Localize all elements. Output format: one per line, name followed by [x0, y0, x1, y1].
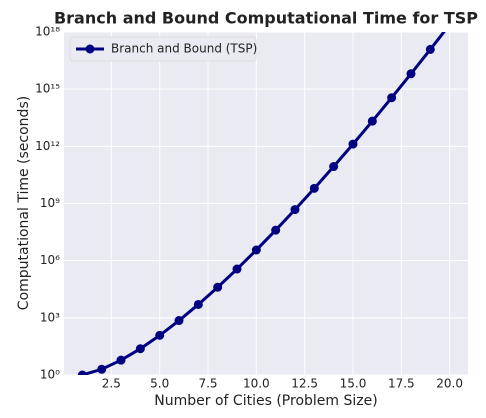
- marker: [174, 316, 184, 326]
- x-tick-label: 10.0: [243, 377, 270, 391]
- y-tick-label: 10¹⁵: [35, 82, 60, 96]
- y-tick-label: 10⁹: [40, 196, 60, 210]
- x-tick-label: 17.5: [388, 377, 415, 391]
- marker: [232, 264, 242, 274]
- marker: [406, 69, 416, 79]
- y-tick-label: 10¹⁸: [35, 25, 60, 39]
- marker: [367, 116, 377, 126]
- marker: [251, 245, 261, 255]
- x-tick-label: 12.5: [291, 377, 318, 391]
- x-tick-label: 2.5: [102, 377, 121, 391]
- y-tick-label: 10⁶: [40, 253, 60, 267]
- legend: Branch and Bound (TSP): [69, 36, 257, 62]
- marker: [329, 162, 339, 172]
- marker: [387, 93, 397, 103]
- marker: [213, 282, 223, 292]
- marker: [155, 330, 165, 340]
- marker: [271, 225, 281, 235]
- y-axis-label: Computational Time (seconds): [16, 96, 32, 310]
- y-tick-label: 10³: [40, 310, 60, 324]
- marker: [77, 370, 87, 375]
- legend-label: Branch and Bound (TSP): [111, 42, 257, 56]
- marker: [348, 139, 358, 149]
- marker: [193, 299, 203, 309]
- marker: [290, 205, 300, 215]
- marker: [97, 364, 107, 374]
- marker: [116, 355, 126, 365]
- y-tick-label: 10⁰: [40, 368, 60, 382]
- legend-box: [69, 36, 257, 62]
- marker: [309, 183, 319, 193]
- x-axis-label: Number of Cities (Problem Size): [154, 393, 377, 409]
- x-tick-label: 20.0: [436, 377, 463, 391]
- x-tick-label: 15.0: [340, 377, 367, 391]
- chart-title: Branch and Bound Computational Time for …: [54, 9, 478, 28]
- y-tick-label: 10¹²: [35, 139, 60, 153]
- marker: [135, 344, 145, 354]
- x-tick-label: 5.0: [150, 377, 169, 391]
- marker: [425, 44, 435, 54]
- x-tick-label: 7.5: [198, 377, 217, 391]
- legend-marker: [85, 44, 95, 54]
